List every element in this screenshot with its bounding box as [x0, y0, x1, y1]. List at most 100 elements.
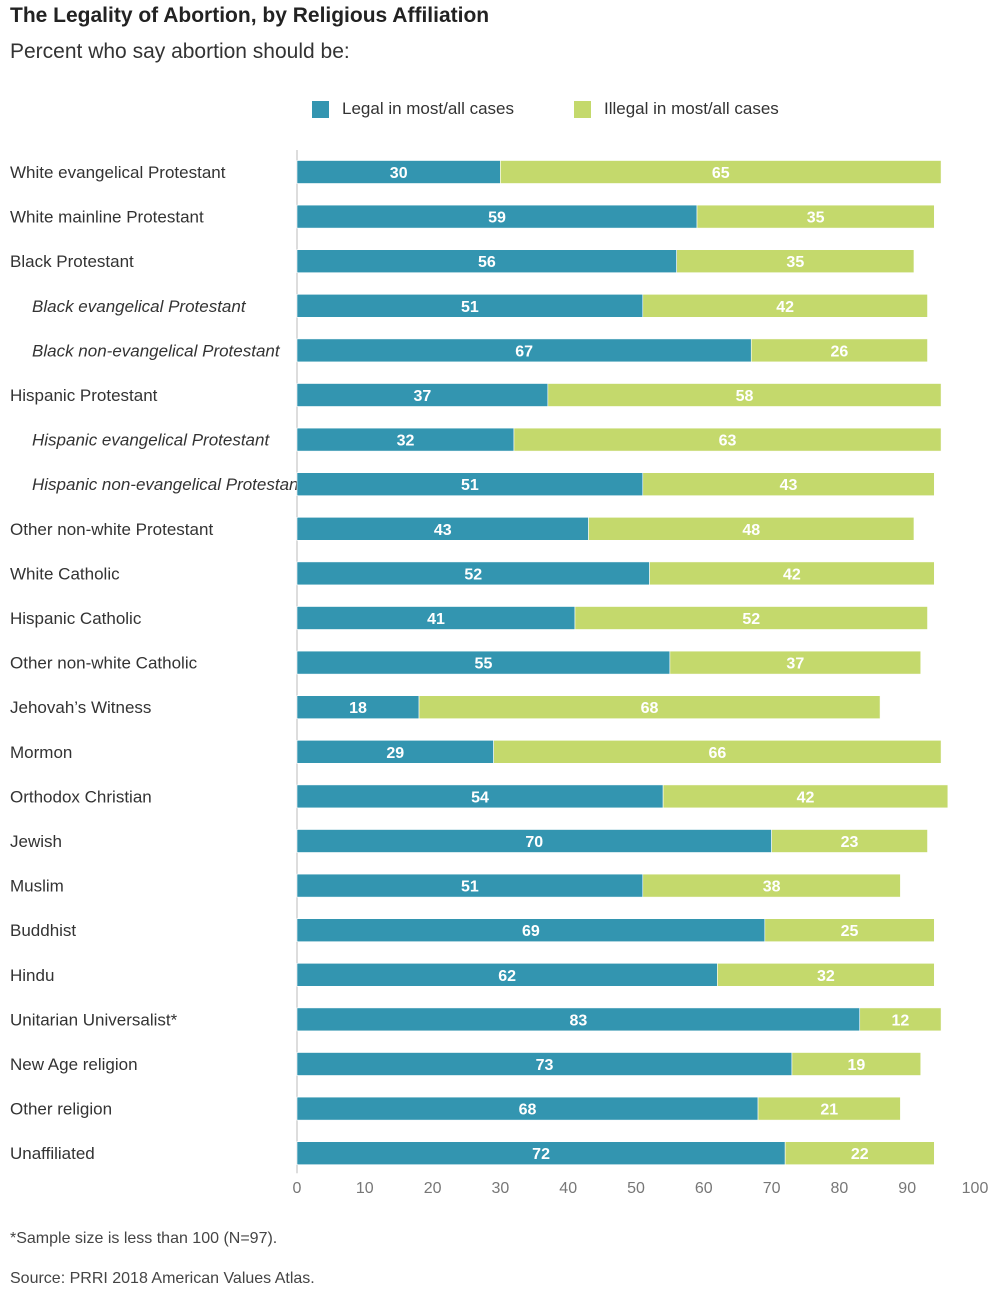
category-label: Hispanic Catholic	[10, 609, 142, 628]
x-tick-label: 70	[763, 1180, 781, 1197]
x-tick-label: 50	[627, 1180, 645, 1197]
bar-illegal	[750, 338, 928, 363]
bar-illegal	[588, 516, 915, 541]
data-label-illegal: 66	[708, 745, 726, 762]
x-tick-label: 80	[831, 1180, 849, 1197]
footnote: *Sample size is less than 100 (N=97).	[10, 1230, 278, 1247]
data-label-illegal: 52	[742, 611, 760, 628]
category-label: Other non-white Catholic	[10, 654, 198, 673]
category-label: Unitarian Universalist*	[10, 1010, 178, 1029]
data-label-legal: 30	[390, 165, 408, 182]
data-label-illegal: 19	[847, 1057, 865, 1074]
data-label-legal: 70	[525, 834, 543, 851]
x-tick-label: 60	[695, 1180, 713, 1197]
data-label-legal: 83	[569, 1012, 587, 1029]
bar-illegal	[764, 918, 935, 943]
category-label: White evangelical Protestant	[10, 163, 226, 182]
bar-illegal	[859, 1007, 942, 1032]
bar-illegal	[547, 383, 942, 407]
data-label-illegal: 32	[817, 968, 835, 985]
data-label-illegal: 42	[797, 789, 815, 806]
legend-item-illegal: Illegal in most/all cases	[573, 99, 779, 119]
data-label-illegal: 35	[807, 210, 825, 227]
bar-illegal	[791, 1052, 922, 1076]
bar-illegal	[669, 650, 922, 675]
bar-illegal	[717, 962, 935, 987]
legend-item-legal: Legal in most/all cases	[312, 99, 514, 119]
category-label: New Age religion	[10, 1055, 138, 1074]
legend-label-legal: Legal in most/all cases	[342, 99, 514, 118]
x-tick-label: 40	[559, 1180, 577, 1197]
data-label-illegal: 21	[820, 1102, 838, 1119]
data-label-illegal: 23	[841, 834, 859, 851]
data-label-legal: 51	[461, 299, 479, 316]
bar-illegal	[696, 204, 935, 229]
category-label: Jehovah’s Witness	[10, 698, 151, 717]
bar-illegal	[662, 784, 949, 809]
legend-swatch-legal	[312, 100, 329, 118]
category-label: White mainline Protestant	[10, 208, 204, 227]
data-label-illegal: 37	[786, 656, 804, 673]
category-label: Mormon	[10, 743, 72, 762]
category-label: Other religion	[10, 1100, 112, 1119]
bar-illegal	[784, 1141, 935, 1165]
data-label-legal: 73	[536, 1057, 554, 1074]
data-label-illegal: 42	[776, 299, 794, 316]
data-label-legal: 59	[488, 210, 506, 227]
data-label-illegal: 68	[641, 700, 659, 717]
x-tick-label: 100	[962, 1180, 989, 1197]
data-label-illegal: 12	[892, 1012, 910, 1029]
bar-illegal	[513, 427, 942, 452]
data-label-illegal: 25	[841, 923, 859, 940]
data-label-legal: 41	[427, 611, 445, 628]
data-label-legal: 72	[532, 1146, 550, 1163]
bar-illegal	[642, 873, 901, 898]
data-label-illegal: 43	[780, 477, 798, 494]
data-label-legal: 67	[515, 343, 533, 360]
bar-illegal	[493, 739, 942, 764]
x-tick-label: 0	[293, 1180, 302, 1197]
data-label-legal: 18	[349, 700, 367, 717]
category-label: Black non-evangelical Protestant	[32, 341, 281, 360]
category-label: Jewish	[10, 832, 62, 851]
chart-subtitle: Percent who say abortion should be:	[10, 40, 350, 63]
source-note: Source: PRRI 2018 American Values Atlas.	[10, 1270, 315, 1287]
data-label-illegal: 58	[736, 388, 754, 405]
data-label-legal: 51	[461, 477, 479, 494]
category-label: Orthodox Christian	[10, 787, 152, 806]
bar-illegal	[500, 160, 942, 184]
category-label: Hispanic evangelical Protestant	[32, 431, 270, 450]
data-label-legal: 68	[519, 1102, 537, 1119]
bar-illegal	[757, 1096, 901, 1121]
category-label: Other non-white Protestant	[10, 520, 213, 539]
data-label-legal: 55	[475, 656, 493, 673]
data-label-illegal: 35	[786, 254, 804, 271]
data-label-illegal: 65	[712, 165, 730, 182]
bar-illegal	[574, 606, 928, 630]
data-label-legal: 29	[386, 745, 404, 762]
data-label-legal: 62	[498, 968, 516, 985]
data-label-illegal: 48	[742, 522, 760, 539]
x-tick-label: 30	[492, 1180, 510, 1197]
data-label-illegal: 63	[719, 433, 737, 450]
data-label-legal: 52	[464, 566, 482, 583]
category-label: Black Protestant	[10, 252, 134, 271]
bar-illegal	[649, 561, 935, 586]
data-label-legal: 51	[461, 879, 479, 896]
data-label-legal: 43	[434, 522, 452, 539]
category-label: Black evangelical Protestant	[32, 297, 247, 316]
data-label-illegal: 22	[851, 1146, 869, 1163]
data-label-illegal: 38	[763, 879, 781, 896]
x-tick-label: 20	[424, 1180, 442, 1197]
category-label: Muslim	[10, 877, 64, 896]
legend: Legal in most/all cases Illegal in most/…	[312, 99, 839, 119]
x-tick-label: 90	[898, 1180, 916, 1197]
data-label-legal: 54	[471, 789, 489, 806]
bar-illegal	[642, 293, 928, 318]
category-label: Hindu	[10, 966, 54, 985]
bar-illegal	[676, 249, 915, 273]
category-label: Hispanic Protestant	[10, 386, 158, 405]
x-tick-label: 10	[356, 1180, 374, 1197]
bar-illegal	[418, 695, 881, 720]
